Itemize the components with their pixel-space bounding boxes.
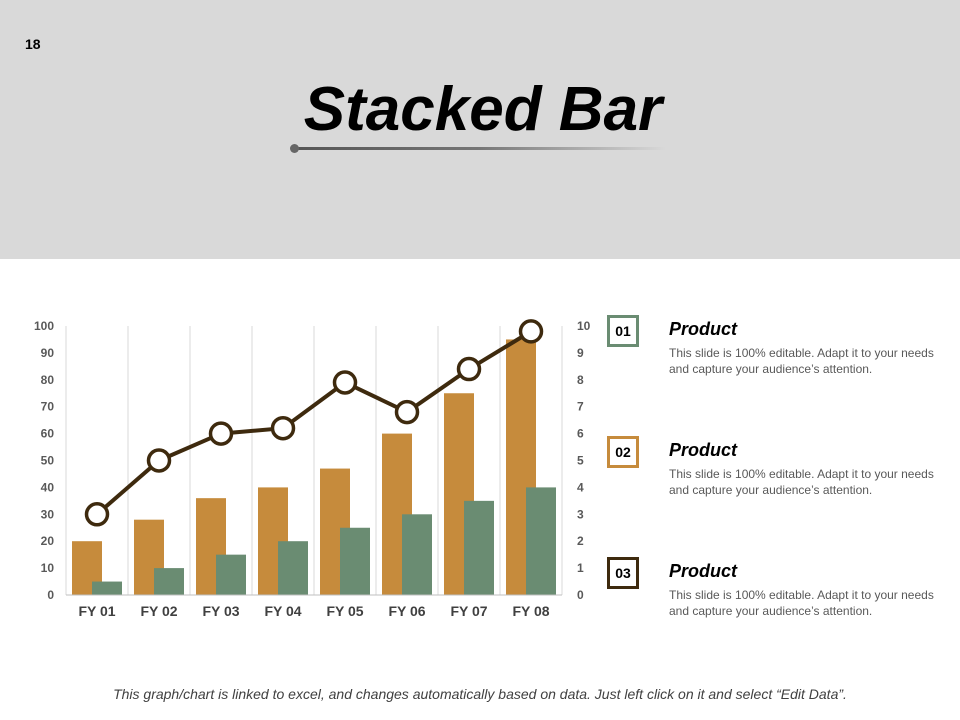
bar-series2 [278, 541, 308, 595]
y-tick-label: 90 [41, 346, 55, 360]
slide-title: Stacked Bar [303, 75, 663, 144]
legend-item-3: 03 Product This slide is 100% editable. … [607, 557, 947, 637]
y-tick-label: 30 [41, 507, 55, 521]
legend-title: Product [669, 561, 738, 581]
y2-tick-label: 1 [577, 561, 584, 575]
chart-line [84, 319, 544, 527]
legend-number-box: 02 [607, 436, 639, 468]
y-tick-label: 80 [41, 373, 55, 387]
y2-tick-label: 4 [577, 480, 584, 494]
bar-series2 [464, 500, 494, 595]
y2-tick-label: 3 [577, 507, 584, 521]
bar-series2 [340, 527, 370, 595]
y-tick-label: 100 [34, 319, 54, 333]
bar-series2 [526, 487, 556, 595]
line-point [146, 448, 172, 473]
y2-tick-label: 10 [577, 319, 591, 333]
x-tick-label: FY 04 [264, 603, 301, 619]
legend-description: This slide is 100% editable. Adapt it to… [669, 346, 934, 376]
slide-number: 18 [25, 36, 41, 52]
y2-tick-label: 0 [577, 588, 584, 602]
y2-tick-label: 6 [577, 427, 584, 441]
bar-series2 [216, 554, 246, 595]
x-tick-label: FY 07 [450, 603, 487, 619]
legend-title: Product [669, 440, 738, 460]
y2-tick-label: 2 [577, 534, 584, 548]
line-point [518, 319, 544, 344]
bar-series2 [154, 568, 184, 595]
line-point [394, 399, 420, 425]
footer-note: This graph/chart is linked to excel, and… [113, 686, 847, 702]
legend-number-box: 03 [607, 557, 639, 589]
line-point [84, 502, 110, 527]
legend-description: This slide is 100% editable. Adapt it to… [669, 467, 934, 497]
legend-number-box: 01 [607, 315, 639, 347]
legend-item-2: 02 Product This slide is 100% editable. … [607, 436, 947, 516]
x-tick-label: FY 01 [78, 603, 115, 619]
line-point [456, 356, 482, 382]
chart-bars [72, 339, 556, 595]
y-tick-label: 10 [41, 561, 55, 575]
combo-chart[interactable]: 0 10 20 30 40 50 60 70 80 90 100 0 1 2 3 4 5 6 7 8 9 10 FY 01 F… [0, 300, 600, 630]
y-tick-label: 50 [41, 454, 55, 468]
x-tick-label: FY 06 [388, 603, 425, 619]
y2-tick-label: 8 [577, 373, 584, 387]
x-tick-label: FY 02 [140, 603, 177, 619]
legend-title: Product [669, 319, 738, 339]
y-tick-label: 20 [41, 534, 55, 548]
bar-series2 [92, 581, 122, 595]
x-tick-label: FY 03 [202, 603, 239, 619]
y-tick-label: 60 [41, 427, 55, 441]
y2-tick-label: 9 [577, 346, 584, 360]
legend-item-1: 01 Product This slide is 100% editable. … [607, 315, 947, 395]
y-tick-label: 40 [41, 480, 55, 494]
chart-axes: 0 10 20 30 40 50 60 70 80 90 100 0 1 2 3 4 5 6 7 8 9 10 FY 01 F… [34, 319, 591, 619]
line-point [270, 415, 296, 441]
legend-description: This slide is 100% editable. Adapt it to… [669, 588, 934, 618]
y2-tick-label: 7 [577, 400, 584, 414]
chart-grid [65, 326, 563, 595]
y2-tick-label: 5 [577, 454, 584, 468]
y-tick-label: 70 [41, 400, 55, 414]
y-tick-label: 0 [47, 588, 54, 602]
x-tick-label: FY 08 [512, 603, 549, 619]
title-underline [294, 147, 666, 150]
header-band: 18 Stacked Bar [0, 0, 960, 259]
bar-series2 [402, 514, 432, 595]
title-underline-dot [290, 144, 299, 153]
line-point [208, 421, 234, 446]
x-tick-label: FY 05 [326, 603, 363, 619]
line-point [332, 370, 358, 395]
